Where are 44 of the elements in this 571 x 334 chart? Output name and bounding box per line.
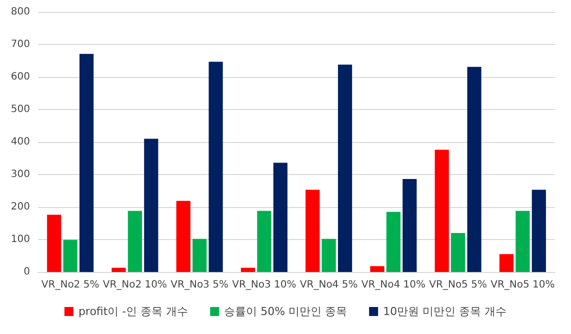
legend-label: 승률이 50% 미만인 종목	[224, 305, 348, 318]
bar	[47, 214, 62, 272]
bar	[451, 233, 466, 272]
bar	[499, 254, 514, 272]
bar	[322, 238, 336, 272]
bar	[516, 210, 530, 272]
bar	[63, 240, 78, 272]
y-tick-label: 200	[10, 202, 30, 212]
x-tick-label: VR_No2 5%	[41, 280, 100, 290]
bar	[257, 210, 272, 272]
x-tick-label: VR_No5 5%	[429, 280, 487, 290]
x-tick-label: VR_No5 10%	[490, 280, 555, 290]
y-tick-label: 500	[10, 104, 30, 115]
bar	[338, 64, 352, 272]
bar	[128, 210, 142, 272]
legend-label: profit이 -인 종목 개수	[78, 305, 188, 318]
bar	[532, 190, 546, 272]
x-tick-label: VR_No4 10%	[361, 280, 426, 290]
x-tick-label: VR_No3 5%	[170, 280, 228, 290]
y-tick-label: 400	[10, 136, 30, 148]
x-tick-label: VR_No3 10%	[232, 280, 296, 290]
bar	[434, 150, 449, 272]
y-tick-label: 100	[10, 234, 30, 245]
y-tick-label: 800	[10, 6, 30, 18]
y-tick-label: 0	[24, 266, 30, 278]
bar	[306, 190, 320, 272]
bar	[240, 268, 256, 272]
bar	[112, 268, 126, 272]
x-tick-label: VR_No4 5%	[300, 280, 358, 290]
y-tick-label: 600	[10, 72, 30, 82]
bar	[176, 200, 190, 272]
y-tick-label: 700	[10, 39, 30, 50]
bar	[386, 212, 400, 272]
bar	[192, 238, 207, 272]
legend-label: 10만원 미만인 종목 개수	[383, 305, 507, 318]
bar	[370, 266, 384, 272]
bar	[273, 162, 288, 272]
bar	[402, 179, 417, 272]
bar	[144, 138, 158, 272]
y-tick-label: 300	[10, 169, 30, 180]
bar	[208, 62, 223, 272]
x-tick-label: VR_No2 10%	[102, 280, 168, 290]
bar	[79, 54, 94, 272]
bar	[467, 66, 482, 272]
